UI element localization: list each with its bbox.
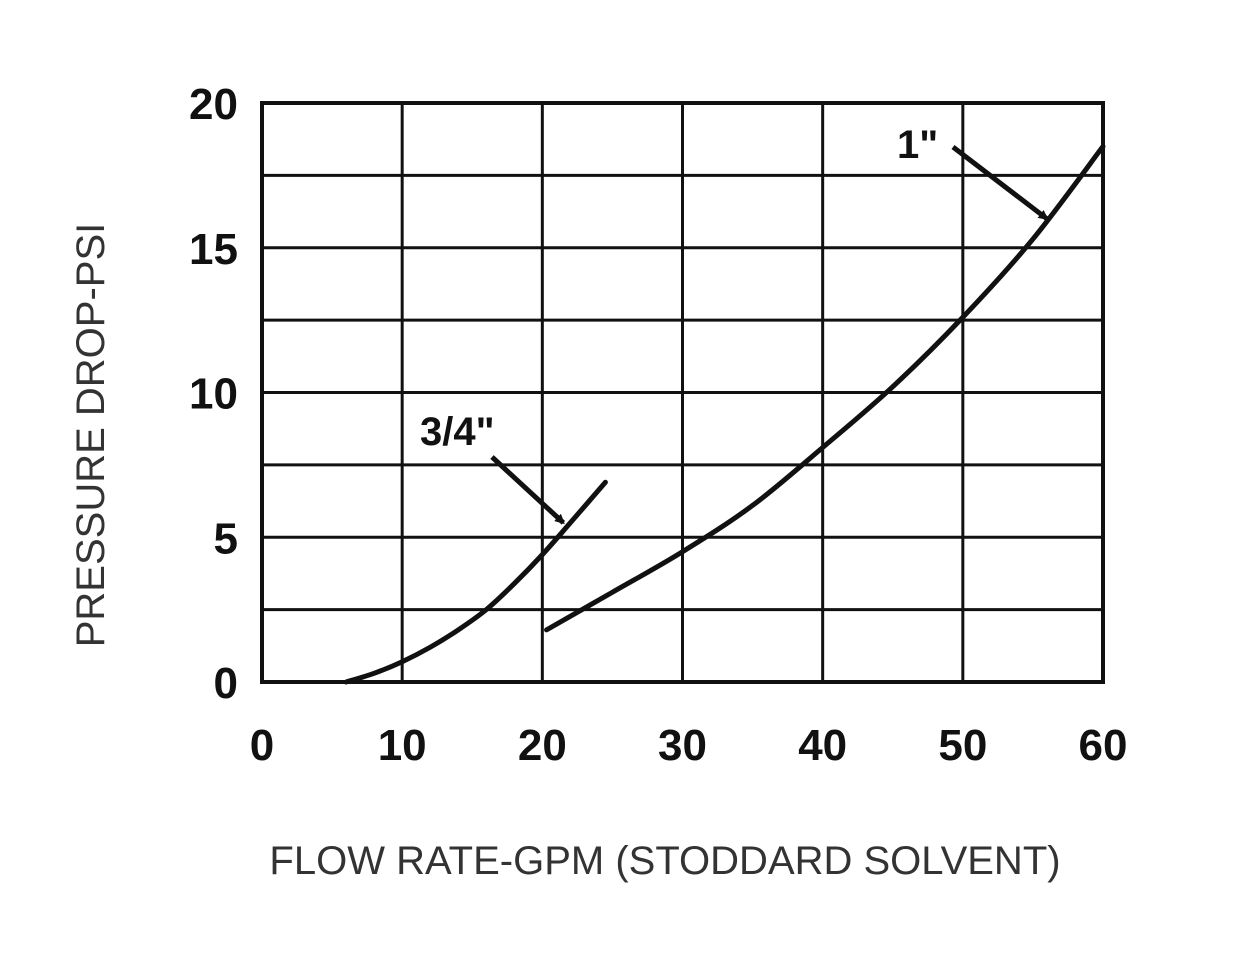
y-tick-label: 20	[189, 80, 238, 129]
curves	[343, 143, 1106, 685]
plot-frame	[260, 101, 1105, 684]
tick-labels: 0 10 20 30 40 50 60 0 5 10 15 20	[189, 80, 1127, 770]
y-axis-title: PRESSURE DROP-PSI	[69, 223, 113, 648]
x-tick-label: 60	[1079, 721, 1128, 770]
y-tick-label: 10	[189, 370, 238, 419]
x-tick-label: 0	[250, 721, 274, 770]
series-label: 1"	[897, 123, 938, 167]
y-tick-label: 0	[214, 659, 238, 708]
y-tick-label: 15	[189, 225, 238, 274]
annotation-arrow	[951, 145, 1049, 221]
x-axis-title: FLOW RATE-GPM (STODDARD SOLVENT)	[269, 839, 1060, 883]
series-curve-one-inch	[544, 143, 1106, 633]
series-curve-three-quarter-inch	[343, 479, 608, 685]
x-tick-label: 40	[798, 721, 847, 770]
y-tick-label: 5	[214, 514, 238, 563]
x-tick-label: 20	[518, 721, 567, 770]
x-tick-label: 50	[938, 721, 987, 770]
grid	[262, 103, 1103, 682]
series-label: 3/4"	[420, 410, 495, 454]
annotations: 3/4" 1"	[420, 123, 1049, 525]
x-tick-label: 30	[658, 721, 707, 770]
annotation-arrow	[490, 455, 566, 525]
x-tick-label: 10	[378, 721, 427, 770]
